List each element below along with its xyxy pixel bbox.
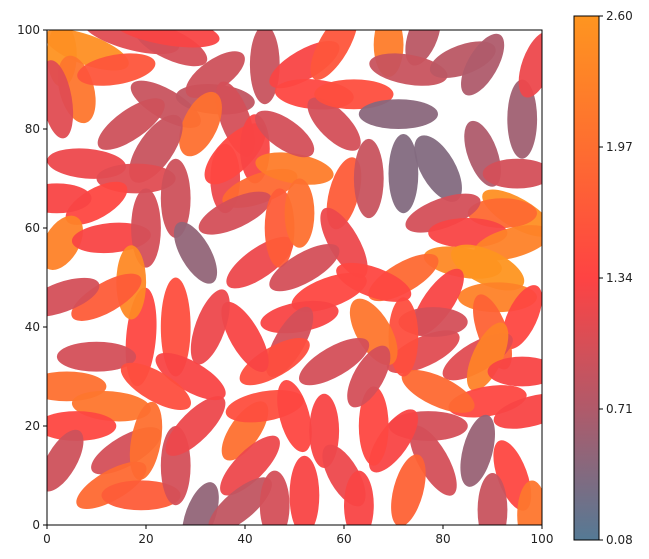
- ellipse-marker-39: [314, 79, 394, 110]
- ellipse-marker-99: [71, 273, 142, 321]
- ellipse-marker-32: [255, 152, 334, 185]
- ellipse-marker-38: [310, 30, 358, 80]
- ellipse-marker-23: [160, 158, 191, 238]
- x-tick-label: 40: [237, 532, 252, 546]
- ellipse-marker-109: [101, 480, 181, 511]
- ellipse-marker-54: [482, 158, 542, 189]
- ellipse-marker-108: [76, 461, 147, 510]
- ellipse-marker-67: [487, 356, 542, 387]
- ellipse-marker-24: [173, 221, 218, 284]
- ellipse-marker-79: [409, 425, 457, 496]
- ellipse-marker-63: [502, 285, 542, 350]
- ellipse-marker-93: [239, 337, 310, 386]
- x-tick-label: 60: [336, 532, 351, 546]
- ellipse-marker-66: [466, 322, 509, 391]
- x-tick-label: 20: [138, 532, 153, 546]
- colorbar-axis: 0.08 0.71 1.34 1.97 2.60: [599, 9, 633, 547]
- ellipse-marker-44: [405, 30, 442, 66]
- axis-layer: 0 20 40 60 80 100 0 20 40 60 80 100: [17, 23, 553, 546]
- x-tick-label: 100: [531, 532, 554, 546]
- ellipse-marker-85: [336, 262, 412, 302]
- ellipse-marker-94: [221, 301, 269, 372]
- ellipse-marker-104: [47, 411, 117, 441]
- ellipse-marker-118: [259, 470, 290, 525]
- ellipse-marker-124: [344, 470, 374, 525]
- y-tick-label: 100: [17, 23, 40, 37]
- ellipse-marker-20: [47, 215, 83, 270]
- colorbar-tick-label: 1.97: [606, 140, 633, 154]
- ellipse-marker-87: [347, 345, 391, 408]
- ellipse-marker-96: [160, 277, 191, 377]
- ellipse-marker-114: [182, 482, 219, 525]
- ellipse-marker-37: [307, 97, 361, 151]
- ellipse-marker-100: [47, 277, 100, 317]
- ellipse-marker-42: [353, 138, 384, 219]
- y-tick-label: 20: [25, 419, 40, 433]
- ellipse-marker-73: [517, 480, 542, 525]
- ellipse-marker-48: [414, 135, 462, 202]
- ellipse-marker-105: [47, 429, 84, 492]
- colorbar-tick-label: 2.60: [606, 9, 633, 23]
- ellipse-marker-12: [179, 91, 222, 157]
- plot-frame: [46, 29, 543, 526]
- ellipse-marker-116: [220, 435, 280, 496]
- ellipse-marker-113: [120, 362, 191, 411]
- ellipse-marker-121: [289, 455, 320, 525]
- ellipse-marker-95: [190, 289, 230, 365]
- ellipse-marker-69: [493, 393, 542, 429]
- ellipse-marker-70: [460, 414, 496, 487]
- colorbar: [573, 15, 600, 541]
- ellipse-layer: [47, 30, 542, 525]
- x-tick-label: 80: [435, 532, 450, 546]
- y-tick-label: 60: [25, 221, 40, 235]
- ellipse-marker-82: [358, 386, 389, 466]
- ellipse-marker-7: [130, 80, 201, 128]
- y-tick-label: 40: [25, 320, 40, 334]
- ellipse-marker-19: [47, 183, 92, 214]
- x-tick-label: 0: [43, 532, 51, 546]
- ellipse-marker-14: [97, 98, 165, 150]
- ellipse-marker-111: [165, 396, 226, 456]
- ellipse-marker-77: [401, 369, 475, 413]
- ellipse-marker-46: [358, 99, 438, 129]
- colorbar-tick-label: 0.08: [606, 533, 633, 547]
- ellipse-marker-120: [277, 380, 312, 453]
- ellipse-marker-9: [185, 51, 245, 98]
- ellipse-marker-117: [208, 477, 272, 525]
- ellipse-marker-112: [155, 352, 226, 401]
- ellipse-marker-34: [254, 110, 315, 158]
- colorbar-tick-label: 0.71: [606, 402, 633, 416]
- y-tick-label: 80: [25, 122, 40, 136]
- ellipse-marker-88: [299, 337, 370, 386]
- ellipse-marker-57: [405, 193, 481, 233]
- ellipse-marker-41: [320, 207, 368, 278]
- ellipse-marker-3: [77, 53, 156, 86]
- ellipse-marker-50: [461, 33, 505, 96]
- ellipse-marker-33: [284, 178, 315, 248]
- ellipse-marker-18: [65, 181, 128, 225]
- ellipse-marker-72: [477, 473, 508, 525]
- ellipse-marker-15: [47, 60, 74, 139]
- ellipse-marker-101: [56, 341, 137, 372]
- ellipse-marker-80: [391, 454, 426, 525]
- ellipse-marker-29: [198, 191, 272, 235]
- ellipse-marker-53: [518, 31, 542, 98]
- y-tick-label: 0: [32, 518, 40, 532]
- ellipse-marker-90: [269, 243, 340, 292]
- ellipse-marker-45: [369, 53, 448, 86]
- ellipse-marker-107: [129, 401, 163, 480]
- colorbar-tick-label: 1.34: [606, 271, 633, 285]
- ellipse-marker-22: [131, 188, 161, 268]
- ellipse-marker-52: [507, 79, 538, 159]
- ellipse-marker-47: [388, 134, 419, 214]
- ellipse-marker-61: [450, 244, 525, 291]
